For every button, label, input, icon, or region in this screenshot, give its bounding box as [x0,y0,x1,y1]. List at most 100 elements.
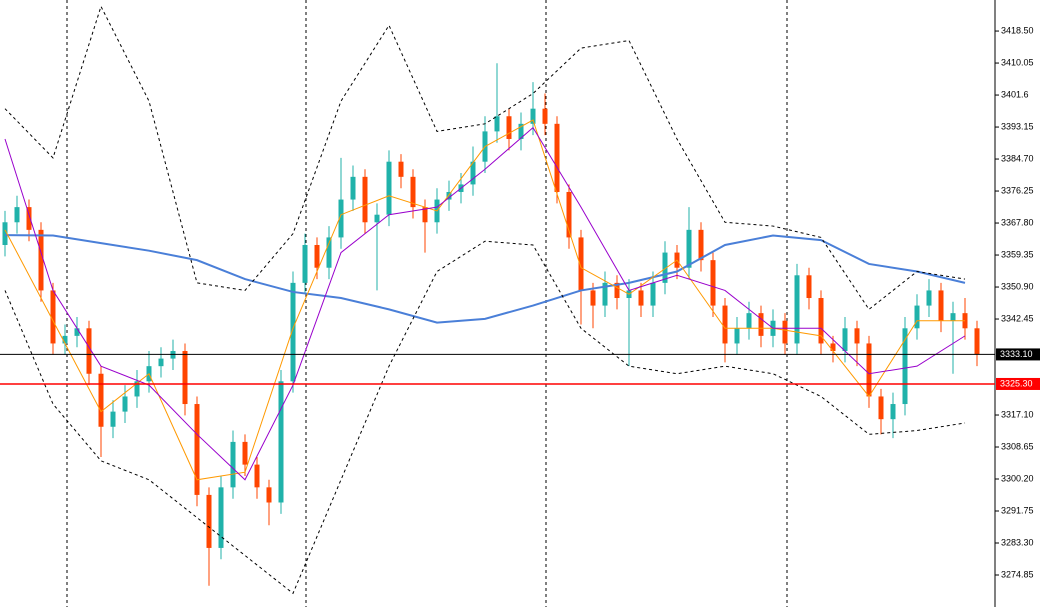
candle-body [854,328,860,344]
candle-body [278,381,284,503]
candle-body [686,229,692,268]
candle-body [938,290,944,321]
price-box-label: 3333.10 [1000,349,1033,359]
candle-body [26,207,32,230]
candle-body [578,237,584,291]
candle-body [410,176,416,208]
candle-body [974,328,980,355]
candle-body [302,244,308,283]
candle-body [2,222,8,245]
candle-body [746,313,752,329]
candle-body [758,313,764,336]
candle-body [698,229,704,261]
y-tick-label: 3367.80 [1001,217,1034,227]
candle-body [86,328,92,374]
y-tick-label: 3418.50 [1001,25,1034,35]
candle-body [722,305,728,344]
candle-body [710,260,716,306]
candle-body [386,161,392,215]
candle-body [218,487,224,548]
candle-body [662,252,668,283]
y-tick-label: 3291.75 [1001,505,1034,515]
candle-body [554,123,560,192]
indicator-line [4,234,966,324]
candle-body [830,343,836,352]
candle-body [338,199,344,238]
candle-body [38,229,44,291]
candle-body [734,328,740,344]
candle-body [362,176,368,223]
y-tick-label: 3410.05 [1001,57,1034,67]
indicator-line [4,126,966,481]
candle-body [110,411,116,427]
candle-body [566,191,572,238]
candle-body [14,207,20,223]
candle-body [398,161,404,177]
candle-body [374,214,380,223]
y-tick-label: 3317.10 [1001,409,1034,419]
candle-body [158,358,164,367]
candle-body [818,298,824,344]
y-tick-label: 3401.6 [1001,89,1029,99]
y-tick-label: 3308.65 [1001,441,1034,451]
price-box [996,348,1040,361]
period-separators [66,0,788,607]
price-box-label: 3325.30 [1000,378,1033,388]
candle-body [866,343,872,397]
y-tick-label: 3283.30 [1001,537,1034,547]
candle-body [926,290,932,306]
candle-body [494,116,500,132]
candle-body [62,335,68,344]
candle-body [782,320,788,344]
y-tick-label: 3384.70 [1001,153,1034,163]
candle-body [134,381,140,397]
candle-body [542,108,548,124]
candle-body [890,404,896,420]
candle-body [530,108,536,124]
y-tick-label: 3350.90 [1001,281,1034,291]
candle-body [314,244,320,268]
y-tick-label: 3393.15 [1001,121,1034,131]
candle-body [518,123,524,139]
candle-body [230,441,236,488]
candle-body [350,176,356,200]
candle-body [290,282,296,382]
price-box [996,377,1040,390]
candle-body [638,290,644,306]
candle-body [878,396,884,420]
candle-body [98,373,104,427]
candle-body [50,290,56,344]
candle-body [806,275,812,299]
candle-body [602,282,608,306]
candle-body [266,487,272,503]
candle-body [902,328,908,405]
indicator-line [4,240,966,595]
candle-body [590,290,596,306]
candle-body [326,237,332,268]
y-tick-label: 3274.85 [1001,569,1034,579]
y-tick-label: 3359.35 [1001,249,1034,259]
candle-body [842,328,848,352]
candle-body [254,464,260,488]
candle-body [422,207,428,223]
candle-body [122,396,128,412]
y-tick-label: 3376.25 [1001,185,1034,195]
candle-body [950,313,956,321]
candle-body [470,161,476,185]
candle-body [650,282,656,306]
y-tick-label: 3342.45 [1001,313,1034,323]
indicator-line [4,5,966,311]
candle-body [506,116,512,139]
candle-body [242,441,248,465]
candle-body [794,275,800,344]
indicator-line [4,119,965,481]
y-tick-label: 3300.20 [1001,473,1034,483]
candle-body [74,328,80,336]
candle-body [914,305,920,329]
candle-body [182,351,188,405]
candle-body [194,404,200,495]
candle-body [446,191,452,200]
candle-body [206,494,212,548]
